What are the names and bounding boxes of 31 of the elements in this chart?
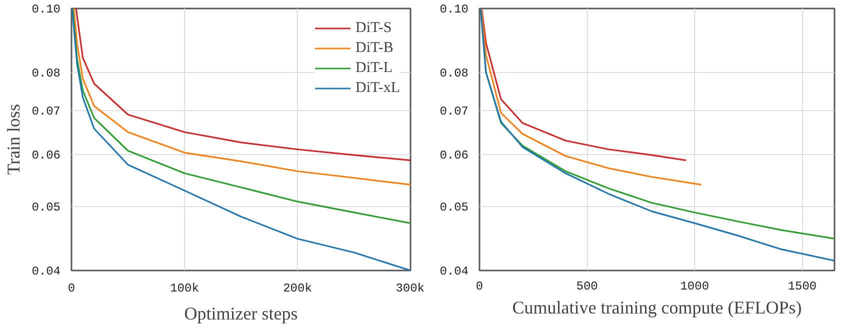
- y-tick-label: 0.07: [440, 104, 469, 118]
- line-series: [72, 8, 410, 270]
- y-tick-label: 0.10: [32, 2, 61, 16]
- y-tick-label: 0.06: [32, 148, 61, 163]
- x-tick-label: 500: [576, 280, 598, 294]
- y-tick-label: 0.04: [440, 264, 469, 278]
- y-tick-label: 0.08: [32, 66, 61, 80]
- line-series: [480, 8, 687, 162]
- line-series: [480, 8, 702, 186]
- y-tick-label: 0.08: [440, 66, 469, 80]
- x-tick-label: 0: [476, 280, 484, 294]
- x-axis-title: Optimizer steps: [184, 304, 298, 324]
- legend-label: DiT-L: [356, 60, 392, 76]
- x-tick-label: 1000: [680, 280, 710, 294]
- x-tick-label: 100k: [170, 282, 199, 296]
- y-tick-label: 0.05: [440, 200, 469, 215]
- y-axis-title: Train loss: [4, 104, 24, 175]
- line-series: [72, 8, 410, 224]
- x-tick-label: 1500: [788, 280, 817, 294]
- y-tick-label: 0.05: [32, 200, 61, 215]
- y-tick-label: 0.04: [32, 264, 61, 278]
- x-tick-label: 0: [68, 282, 76, 296]
- y-tick-label: 0.10: [440, 2, 469, 16]
- legend-label: DiT-xL: [356, 80, 400, 96]
- x-tick-label: 200k: [283, 282, 312, 296]
- y-tick-label: 0.07: [32, 104, 61, 118]
- y-tick-label: 0.06: [440, 148, 469, 163]
- x-tick-label: 300k: [396, 282, 425, 296]
- legend-label: DiT-B: [356, 40, 394, 56]
- x-axis-title: Cumulative training compute (EFLOPs): [512, 298, 802, 318]
- legend-label: DiT-S: [356, 20, 392, 36]
